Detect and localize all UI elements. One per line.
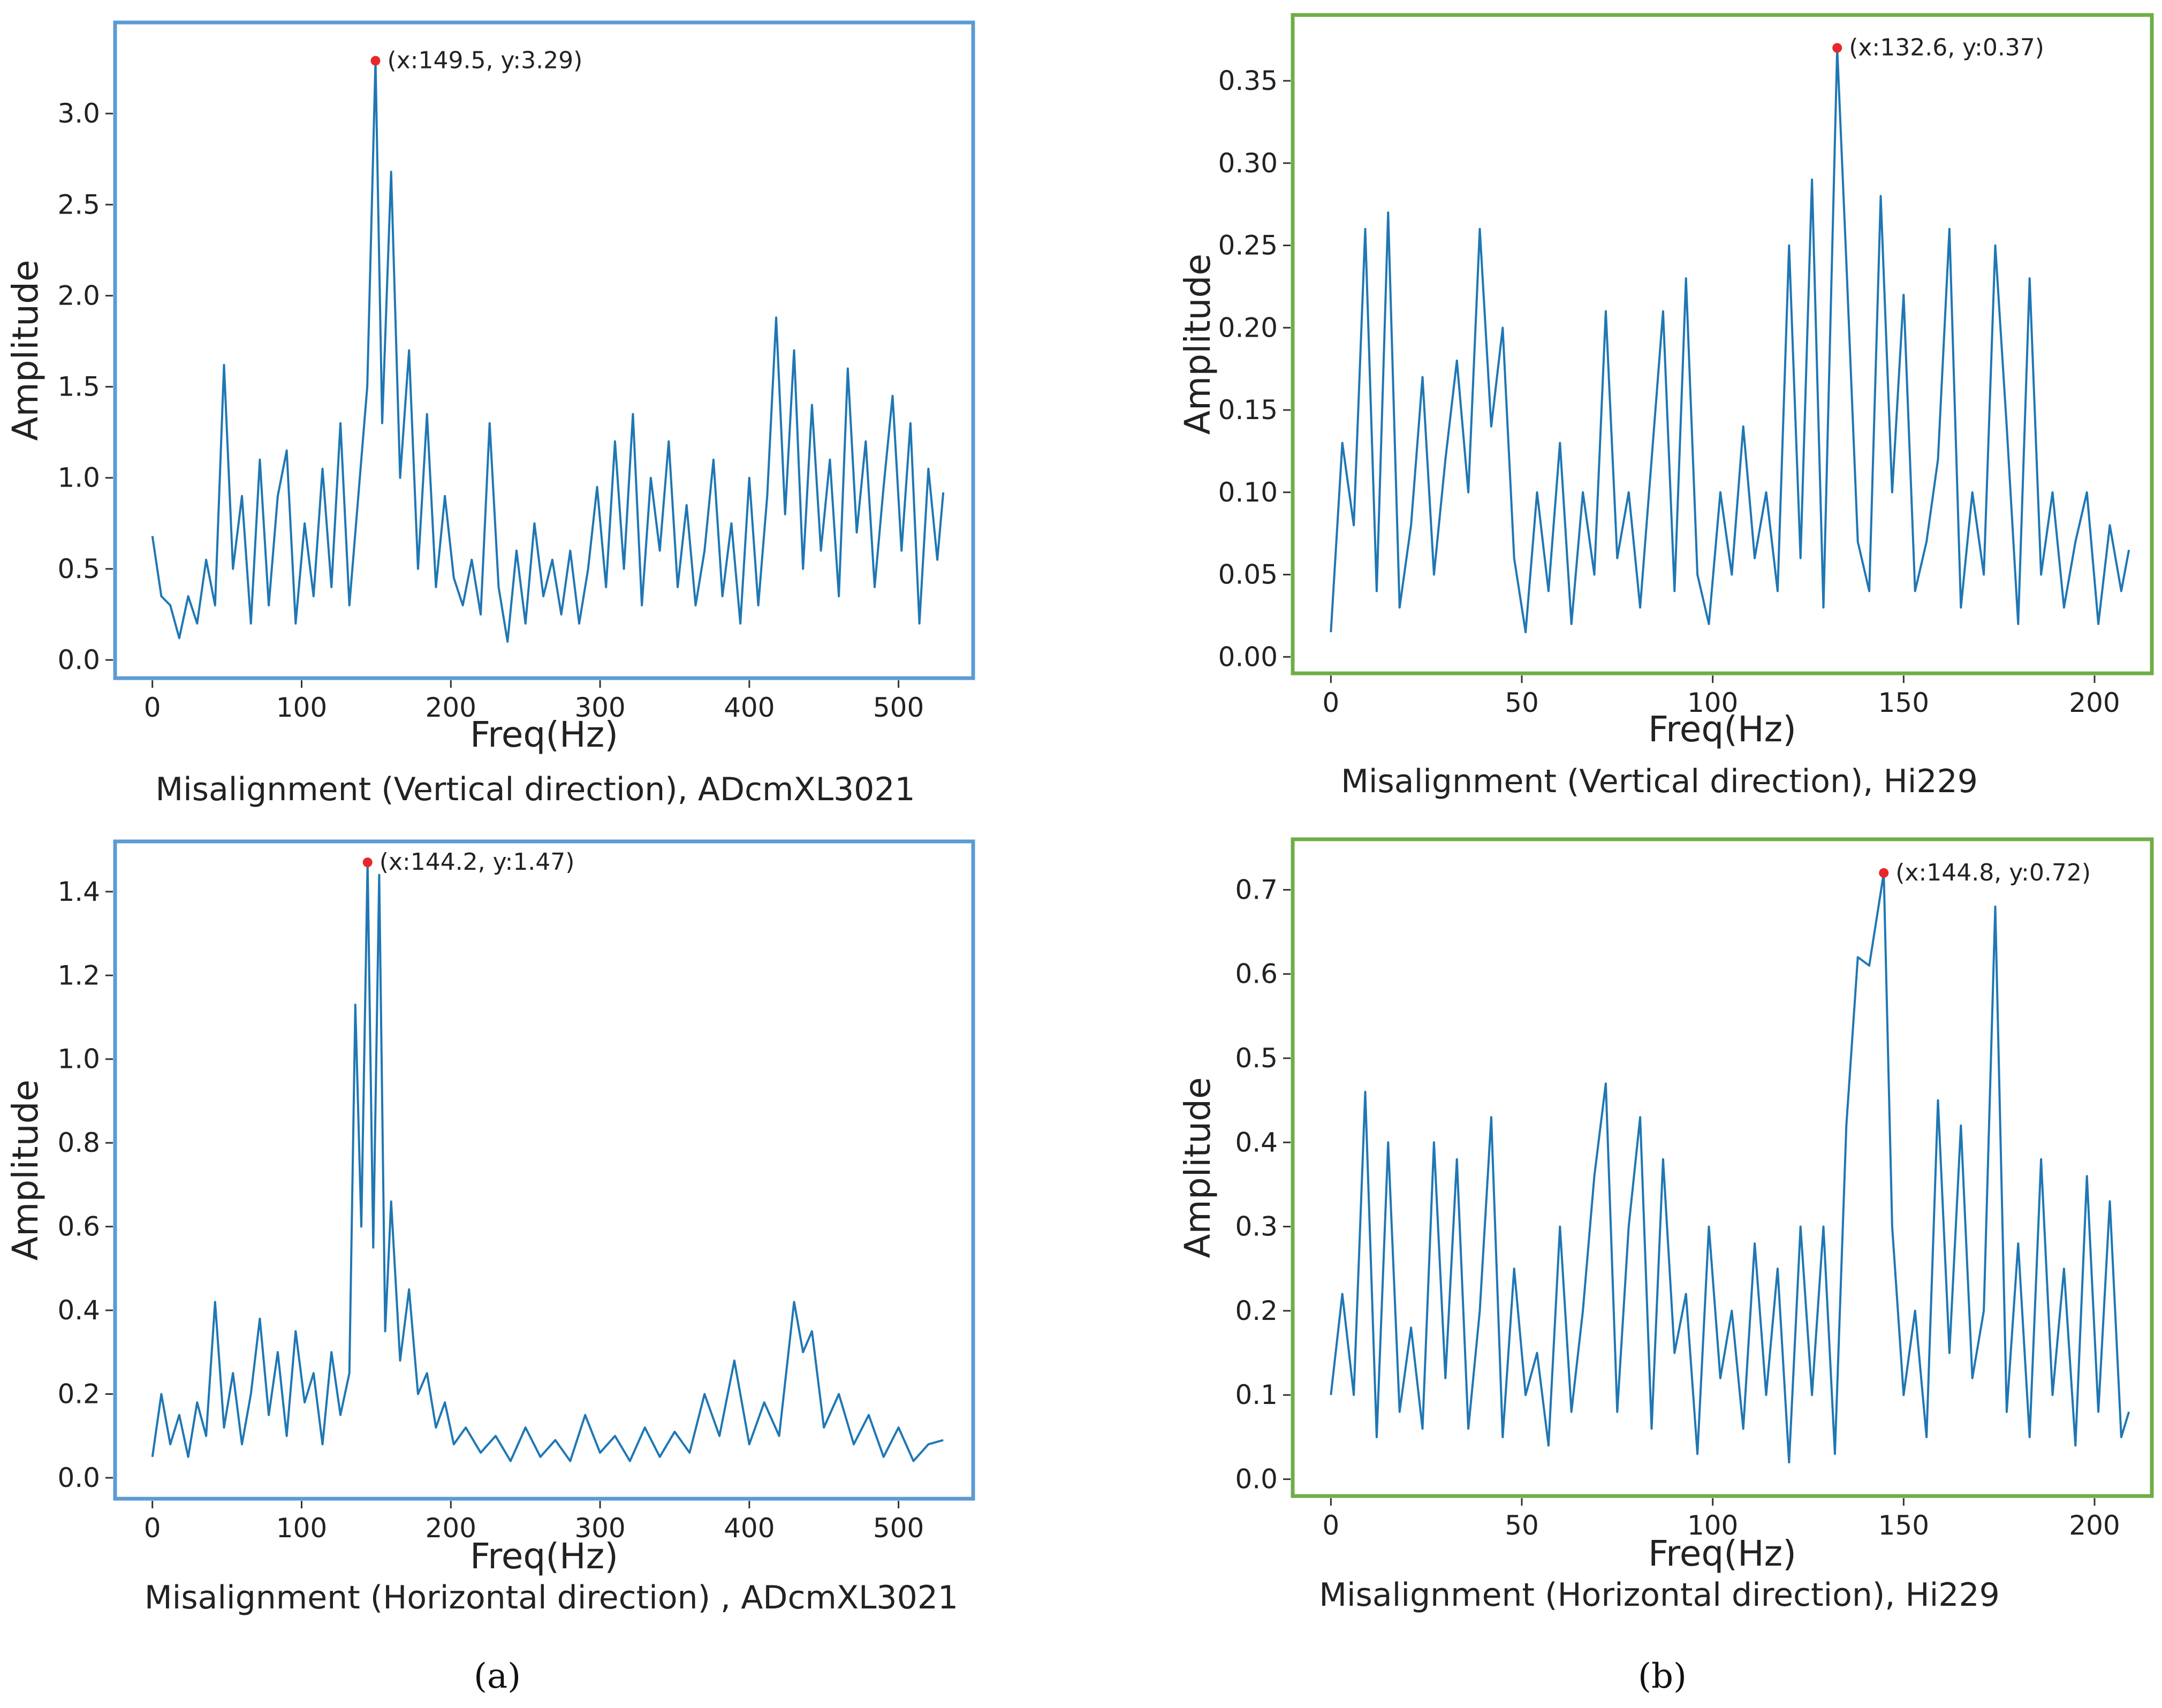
x-tick-label: 150: [1878, 687, 1929, 718]
chart-caption: Misalignment (Horizontal direction), Hi2…: [1319, 1576, 2000, 1614]
x-tick-label: 50: [1505, 687, 1539, 718]
x-tick-label: 200: [426, 1513, 476, 1544]
y-tick-label: 0.3: [1235, 1211, 1278, 1242]
y-tick-label: 0.4: [57, 1295, 100, 1326]
plot-frame: [113, 20, 975, 680]
x-tick-label: 100: [276, 692, 327, 723]
panel-label-a: (a): [474, 1657, 521, 1696]
y-tick-label: 1.5: [57, 371, 100, 403]
y-axis-label: Amplitude: [1177, 1077, 1218, 1258]
spectrum-line: [1330, 871, 2130, 1464]
x-tick-label: 300: [574, 1513, 625, 1544]
x-tick-label: 100: [1687, 687, 1738, 718]
y-axis-label: Amplitude: [5, 260, 46, 441]
y-tick-label: 0.25: [1218, 230, 1278, 261]
x-tick-label: 500: [873, 1513, 924, 1544]
y-tick-label: 0.15: [1218, 394, 1278, 426]
y-tick-label: 0.6: [1235, 959, 1278, 990]
y-tick-label: 0.8: [57, 1127, 100, 1158]
x-axis-label: Freq(Hz): [470, 714, 618, 755]
chart-caption: Misalignment (Horizontal direction) , AD…: [144, 1579, 959, 1616]
chart-caption: Misalignment (Vertical direction), Hi229: [1341, 763, 1978, 800]
chart-caption: Misalignment (Vertical direction), ADcmX…: [155, 771, 915, 808]
x-tick-label: 400: [724, 1513, 775, 1544]
x-tick-label: 0: [1322, 687, 1339, 718]
chart-svg: 0 50 100 150 200 0.00 0.05 0.10 0.15 0.20 0.25 0.30…: [1177, 13, 2154, 750]
y-tick-label: 0.30: [1218, 148, 1278, 179]
x-tick-label: 500: [873, 692, 924, 723]
x-axis-label: Freq(Hz): [470, 1536, 618, 1577]
x-tick-label: 0: [1322, 1510, 1339, 1541]
spectrum-line: [151, 861, 944, 1462]
peak-annotation: (x:132.6, y:0.37): [1849, 34, 2044, 62]
x-tick-label: 200: [426, 692, 476, 723]
x-tick-label: 150: [1878, 1510, 1929, 1541]
spectrum-line: [151, 59, 945, 643]
chart-panel-bottom-left: 0 100 200 300 400 500 0.0 0.2 0.4 0.6 0.8 1.0 1.2 1.4…: [0, 824, 996, 1627]
y-axis-label: Amplitude: [1177, 254, 1218, 435]
y-tick-label: 2.0: [57, 280, 100, 311]
y-tick-label: 0.35: [1218, 65, 1278, 96]
x-tick-label: 0: [144, 1513, 161, 1544]
y-tick-label: 0.5: [57, 553, 100, 584]
y-tick-label: 1.4: [57, 876, 100, 907]
x-tick-label: 100: [276, 1513, 327, 1544]
y-tick-label: 0.2: [1235, 1295, 1278, 1326]
spectrum-line: [1330, 47, 2130, 634]
plot-frame: [1291, 13, 2154, 675]
chart-svg: 0 100 200 300 400 500 0.0 0.5 1.0 1.5 2.0 2.5 3.0 Fre…: [5, 20, 975, 755]
y-tick-label: 0.2: [57, 1378, 100, 1409]
x-tick-label: 50: [1505, 1510, 1539, 1541]
plot-frame: [1291, 837, 2154, 1498]
y-tick-label: 0.0: [57, 1462, 100, 1493]
y-tick-label: 2.5: [57, 189, 100, 220]
y-tick-label: 0.0: [1235, 1464, 1278, 1495]
y-tick-label: 0.1: [1235, 1379, 1278, 1410]
y-tick-label: 1.2: [57, 960, 100, 991]
y-tick-label: 0.6: [57, 1211, 100, 1242]
x-tick-label: 400: [724, 692, 775, 723]
x-tick-label: 200: [2069, 687, 2120, 718]
panel-label-b: (b): [1638, 1657, 1687, 1696]
chart-svg: 0 100 200 300 400 500 0.0 0.2 0.4 0.6 0.8 1.0 1.2 1.4…: [5, 839, 975, 1577]
peak-marker: [370, 56, 381, 66]
chart-panel-bottom-right: 0 50 100 150 200 0.0 0.1 0.2 0.3 0.4 0.5 0.6 0.7 Freq…: [1124, 824, 2162, 1627]
chart-panel-top-right: 0 50 100 150 200 0.00 0.05 0.10 0.15 0.20 0.25 0.30…: [1124, 0, 2162, 803]
chart-svg: 0 50 100 150 200 0.0 0.1 0.2 0.3 0.4 0.5 0.6 0.7 Freq…: [1177, 837, 2154, 1574]
peak-marker: [362, 857, 373, 868]
y-tick-label: 0.10: [1218, 477, 1278, 508]
y-tick-label: 1.0: [57, 1044, 100, 1075]
y-tick-label: 3.0: [57, 98, 100, 129]
chart-panel-top-left: 0 100 200 300 400 500 0.0 0.5 1.0 1.5 2.0 2.5 3.0 Fre…: [0, 0, 996, 808]
y-tick-label: 0.5: [1235, 1043, 1278, 1074]
y-axis-label: Amplitude: [5, 1080, 46, 1261]
y-tick-label: 1.0: [57, 462, 100, 494]
x-tick-label: 300: [574, 692, 625, 723]
y-tick-label: 0.4: [1235, 1127, 1278, 1158]
plot-frame: [113, 839, 975, 1501]
peak-annotation: (x:144.8, y:0.72): [1895, 859, 2091, 886]
x-axis-label: Freq(Hz): [1648, 709, 1796, 750]
y-tick-label: 0.20: [1218, 312, 1278, 343]
x-tick-label: 100: [1687, 1510, 1738, 1541]
x-axis-label: Freq(Hz): [1648, 1533, 1796, 1574]
y-tick-label: 0.00: [1218, 641, 1278, 672]
peak-marker: [1832, 43, 1842, 53]
peak-marker: [1879, 868, 1889, 878]
peak-annotation: (x:149.5, y:3.29): [387, 47, 582, 74]
x-tick-label: 200: [2069, 1510, 2120, 1541]
peak-annotation: (x:144.2, y:1.47): [380, 848, 575, 876]
y-tick-label: 0.7: [1235, 874, 1278, 905]
y-tick-label: 0.05: [1218, 559, 1278, 590]
x-tick-label: 0: [144, 692, 161, 723]
y-tick-label: 0.0: [57, 644, 100, 675]
